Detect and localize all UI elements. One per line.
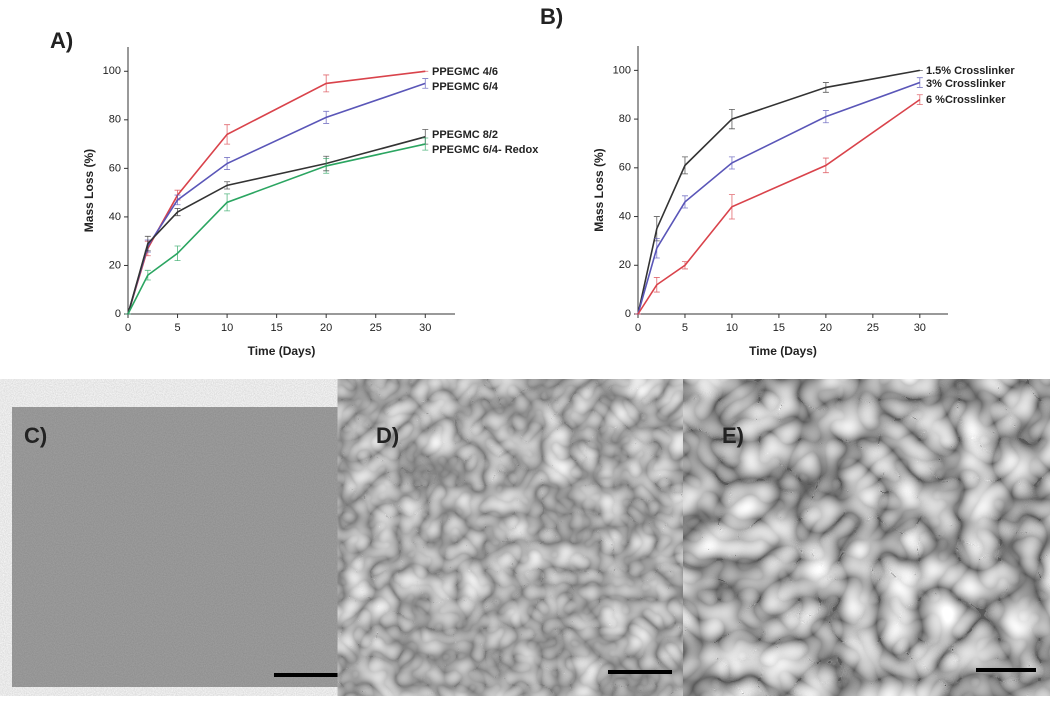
panel-label: C) (24, 423, 47, 448)
series-line (127, 70, 426, 315)
error-bar (728, 156, 735, 170)
error-bar (144, 269, 151, 281)
y-tick-label: 20 (619, 259, 631, 271)
legend-label: 3% Crosslinker (926, 78, 1006, 90)
series-line (637, 81, 921, 315)
y-tick-label: 20 (109, 259, 121, 271)
y-axis-label: Mass Loss (%) (82, 149, 96, 232)
x-tick-label: 30 (419, 322, 431, 334)
y-axis-label: Mass Loss (%) (592, 148, 606, 231)
error-bar (224, 124, 231, 145)
x-tick-label: 20 (320, 322, 332, 334)
x-tick-label: 20 (820, 322, 832, 334)
x-tick-label: 25 (867, 322, 879, 334)
x-tick-label: 5 (174, 322, 180, 334)
error-bar (422, 137, 429, 151)
legend-label: PPEGMC 6/4 (432, 81, 499, 93)
series-line (127, 136, 426, 315)
x-tick-label: 0 (125, 322, 131, 334)
x-axis-label: Time (Days) (248, 344, 316, 358)
x-axis-label: Time (Days) (749, 344, 817, 358)
error-bar (822, 82, 829, 93)
sem-image-c: C) (12, 407, 352, 687)
y-tick-label: 100 (103, 65, 121, 77)
error-bar (323, 74, 330, 93)
x-tick-label: 10 (726, 322, 738, 334)
y-tick-label: 100 (613, 64, 631, 76)
y-tick-label: 40 (619, 210, 631, 222)
x-tick-label: 5 (682, 322, 688, 334)
panel-label: B) (540, 4, 563, 29)
error-bar (323, 110, 330, 124)
y-tick-label: 80 (109, 114, 121, 126)
x-tick-label: 15 (271, 322, 283, 334)
legend-label: 1.5% Crosslinker (926, 65, 1015, 77)
x-tick-label: 15 (773, 322, 785, 334)
series-line (127, 82, 426, 315)
panel-label: D) (376, 423, 399, 448)
error-bar (174, 245, 181, 261)
error-bar (224, 181, 231, 190)
error-bar (728, 108, 735, 130)
error-bar (422, 78, 429, 89)
series-line (127, 143, 426, 315)
error-bar (822, 110, 829, 124)
series-line (637, 98, 921, 315)
x-tick-label: 10 (221, 322, 233, 334)
error-bar (323, 158, 330, 174)
panel-label: E) (722, 423, 744, 448)
y-tick-label: 60 (619, 162, 631, 174)
x-tick-label: 0 (635, 322, 641, 334)
sem-image-d: D) (370, 407, 692, 687)
legend-label: PPEGMC 8/2 (432, 129, 498, 141)
y-tick-label: 40 (109, 211, 121, 223)
y-tick-label: 0 (625, 308, 631, 320)
error-bar (916, 94, 923, 105)
x-tick-label: 30 (914, 322, 926, 334)
error-bar (681, 261, 688, 270)
legend-label: PPEGMC 4/6 (432, 66, 498, 78)
error-bar (653, 238, 660, 259)
error-bar (174, 208, 181, 217)
error-bar (681, 195, 688, 209)
y-tick-label: 60 (109, 162, 121, 174)
error-bar (174, 194, 181, 206)
error-bar (653, 277, 660, 293)
sem-image-e: E) (716, 407, 1042, 687)
error-bar (916, 77, 923, 88)
error-bar (681, 156, 688, 175)
error-bar (224, 193, 231, 212)
legend-label: 6 %Crosslinker (926, 94, 1006, 106)
legend-label: PPEGMC 6/4- Redox (432, 144, 539, 156)
y-tick-label: 80 (619, 113, 631, 125)
panel-label: A) (50, 28, 73, 53)
x-tick-label: 25 (370, 322, 382, 334)
y-tick-label: 0 (115, 308, 121, 320)
error-bar (144, 235, 151, 252)
series-line (637, 69, 920, 315)
error-bar (822, 157, 829, 174)
error-bar (728, 194, 735, 220)
error-bar (224, 157, 231, 170)
